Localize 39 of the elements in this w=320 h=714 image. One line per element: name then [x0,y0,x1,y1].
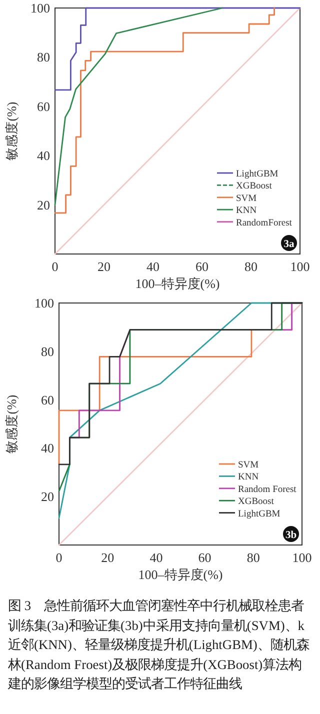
y-tick-label: 60 [41,392,54,408]
legend-label: XGBoost [238,497,274,508]
y-axis-title: 敏感度(%) [4,394,19,454]
x-axis-title: 100–特异度(%) [135,276,220,291]
legend-label: KNN [238,472,259,483]
x-tick-label: 40 [150,550,163,565]
x-tick-label: 40 [146,259,160,274]
legend-label: RandomForest [236,218,292,228]
legend-label: KNN [236,206,257,216]
annotation: 3a [284,239,295,250]
y-tick-label: 80 [37,50,50,65]
x-tick-label: 100 [290,259,310,274]
x-tick-label: 60 [198,550,212,565]
y-tick-label: 20 [37,197,50,212]
y-tick-label: 100 [34,296,54,310]
legend-label: XGBoost [236,182,272,192]
x-tick-label: 0 [56,550,62,565]
x-tick-label: 80 [244,259,258,274]
x-tick-label: 20 [98,259,110,274]
y-axis-title: 敏感度(%) [4,102,19,160]
legend-label: SVM [236,194,258,204]
x-tick-label: 60 [196,259,208,274]
y-tick-label: 20 [41,489,54,504]
x-axis-title: 100–特异度(%) [138,567,223,582]
legend-label: LightGBM [238,509,281,520]
x-tick-label: 80 [246,550,260,565]
y-tick-label: 40 [37,148,50,164]
y-tick-label: 60 [37,98,50,114]
annotation: 3b [285,530,297,541]
x-tick-label: 100 [292,550,312,565]
legend-label: SVM [238,460,260,470]
caption: 图 3 急性前循环大血管闭塞性卒中行机械取栓患者训练集(3a)和验证集(3b)中采用支持向量机(SVM)、k 近邻(KNN)、轻量级梯度提升机(LightGBM)、随机森林(Random Froest)及极限梯度提升(XGBoost)算法构建的影像组学模型的受试者工作特征曲线 [8,597,310,693]
legend-label: LightGBM [236,170,279,180]
x-tick-label: 20 [101,550,114,565]
y-tick-label: 80 [41,344,54,359]
legend-label: Random Forest [238,484,297,495]
y-tick-label: 100 [30,0,50,16]
y-tick-label: 40 [41,440,54,456]
x-tick-label: 0 [52,259,58,274]
